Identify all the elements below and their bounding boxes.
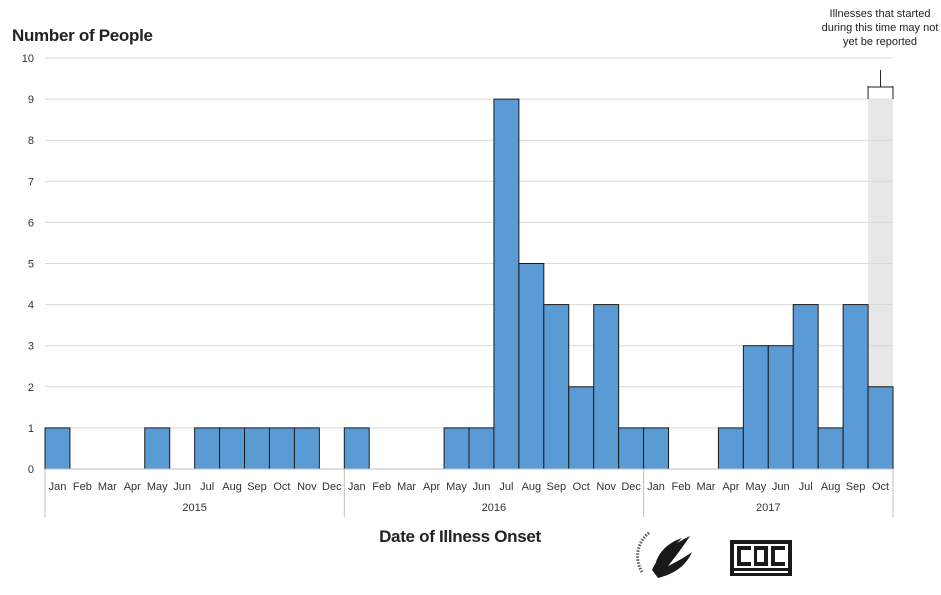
x-tick-label: Sep — [846, 481, 866, 493]
x-tick-label: Jan — [348, 481, 366, 493]
bar — [817, 427, 844, 470]
y-tick-label: 6 — [28, 217, 34, 229]
x-tick-label: May — [745, 481, 766, 493]
bar — [343, 427, 370, 470]
bar — [194, 427, 221, 470]
x-tick-label: Mar — [98, 481, 117, 493]
bar — [742, 345, 769, 470]
x-tick-label: Dec — [322, 481, 342, 493]
agency-logos — [636, 530, 792, 578]
y-tick-label: 10 — [22, 53, 34, 65]
x-tick-label: Mar — [397, 481, 416, 493]
x-tick-label: Aug — [522, 481, 542, 493]
x-tick-label: Jun — [473, 481, 491, 493]
x-tick-label: Oct — [872, 481, 889, 493]
bar — [792, 304, 819, 470]
x-tick-label: Mar — [696, 481, 715, 493]
y-tick-label: 0 — [28, 464, 34, 476]
bar — [244, 427, 270, 470]
x-tick-label: May — [147, 481, 168, 493]
bar — [468, 427, 495, 470]
bar — [593, 304, 620, 470]
bar — [44, 427, 71, 470]
y-tick-label: 8 — [28, 135, 34, 147]
x-tick-label: Nov — [297, 481, 317, 493]
x-axis-title: Date of Illness Onset — [379, 527, 541, 546]
bar — [643, 427, 670, 470]
x-tick-label: Feb — [73, 481, 92, 493]
x-tick-label: Sep — [247, 481, 267, 493]
bar — [443, 427, 470, 470]
x-tick-label: Feb — [372, 481, 391, 493]
y-tick-label: 2 — [28, 382, 34, 394]
y-tick-label: 1 — [28, 423, 34, 435]
x-tick-label: Jun — [173, 481, 191, 493]
hhs-seal-icon — [636, 530, 692, 578]
bar — [518, 263, 545, 470]
x-tick-label: Apr — [124, 481, 141, 493]
cdc-logo-icon — [730, 540, 792, 576]
x-tick-label: Apr — [423, 481, 440, 493]
x-tick-label: Jan — [647, 481, 665, 493]
x-tick-label: Aug — [222, 481, 242, 493]
bar — [219, 427, 246, 470]
bar — [767, 345, 794, 470]
x-tick-label: Feb — [672, 481, 691, 493]
bar — [717, 427, 744, 470]
bar — [568, 386, 595, 470]
bar — [268, 427, 295, 470]
x-tick-label: Nov — [596, 481, 616, 493]
x-tick-label: Aug — [821, 481, 841, 493]
x-tick-label: Oct — [273, 481, 290, 493]
y-tick-label: 3 — [28, 341, 34, 353]
bar — [293, 427, 320, 470]
bar — [543, 304, 570, 470]
year-label: 2017 — [756, 502, 780, 514]
bar — [144, 427, 171, 470]
x-tick-label: Jan — [49, 481, 67, 493]
bar — [842, 304, 869, 470]
year-label: 2015 — [182, 502, 206, 514]
y-tick-label: 4 — [28, 300, 34, 312]
y-axis-title: Number of People — [12, 26, 153, 45]
bar — [618, 427, 645, 470]
bar — [867, 386, 894, 470]
reporting-delay-annotation: Illnesses that started during this time … — [821, 8, 939, 48]
y-tick-label: 5 — [28, 259, 34, 271]
x-tick-label: Sep — [547, 481, 567, 493]
x-tick-label: Oct — [573, 481, 590, 493]
x-tick-label: Apr — [722, 481, 739, 493]
x-tick-label: Dec — [621, 481, 641, 493]
y-tick-label: 9 — [28, 94, 34, 106]
x-tick-label: Jul — [499, 481, 513, 493]
bar — [493, 98, 520, 470]
x-tick-label: Jun — [772, 481, 790, 493]
y-tick-label: 7 — [28, 176, 34, 188]
year-label: 2016 — [482, 502, 506, 514]
x-tick-label: Jul — [200, 481, 214, 493]
x-tick-label: May — [446, 481, 467, 493]
x-tick-label: Jul — [799, 481, 813, 493]
